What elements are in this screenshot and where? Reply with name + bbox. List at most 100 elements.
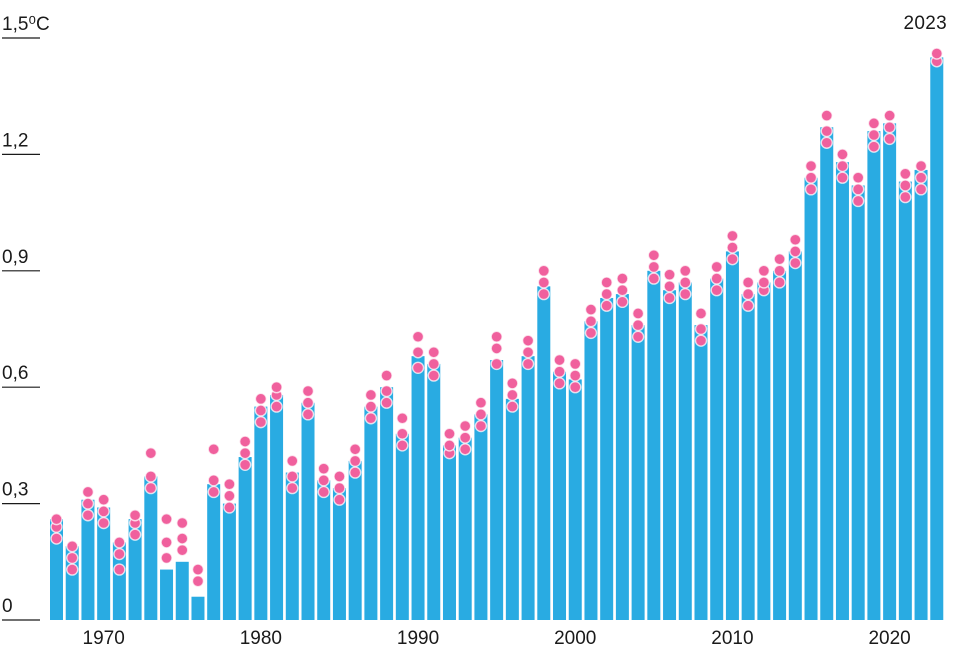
dot-2001-2 [584, 303, 598, 316]
dot-1998-2 [537, 264, 550, 277]
dot-1987-2 [364, 388, 378, 402]
dot-1968-1 [66, 551, 79, 565]
annotation-latest-year: 2023 [903, 13, 947, 34]
dot-2022-2 [914, 159, 928, 173]
dot-2018-2 [851, 171, 865, 184]
dot-2020-2 [883, 109, 896, 122]
dot-2008-2 [694, 307, 708, 320]
bar-1981 [270, 394, 284, 620]
dot-2022-1 [914, 171, 928, 184]
bar-2011 [741, 294, 755, 620]
dot-2022-0 [914, 183, 928, 196]
dot-2009-0 [710, 284, 723, 297]
bar-2010 [725, 251, 739, 620]
bar-1975 [175, 561, 189, 620]
dot-1970-2 [97, 493, 110, 506]
dot-2014-2 [789, 233, 802, 246]
x-tick-label: 2010 [711, 628, 753, 649]
dot-1998-0 [537, 287, 550, 301]
dot-1983-2 [301, 384, 315, 398]
dot-2006-0 [663, 291, 676, 305]
dot-1980-0 [254, 415, 268, 429]
dot-2013-1 [773, 264, 786, 277]
dot-2007-1 [679, 276, 692, 289]
dot-1989-0 [396, 439, 409, 452]
dot-1990-2 [411, 330, 425, 343]
bar-2023 [930, 57, 944, 620]
y-tick-label: 0,6 [2, 363, 28, 384]
dot-1989-1 [396, 427, 409, 440]
dot-2001-1 [584, 315, 598, 328]
bar-1979 [238, 457, 252, 620]
bar-2005 [647, 270, 661, 620]
dot-1982-2 [286, 454, 299, 468]
bar-1996 [505, 398, 519, 620]
bar-1995 [490, 360, 504, 620]
dot-2000-0 [569, 381, 582, 394]
dot-1982-1 [286, 470, 299, 483]
dot-1995-2 [490, 330, 503, 343]
bar-2003 [615, 294, 629, 620]
dot-2013-2 [773, 252, 786, 266]
dot-1972-0 [128, 528, 142, 541]
dot-1999-0 [553, 377, 566, 390]
dot-2006-2 [663, 268, 676, 281]
dot-1967-2 [50, 512, 63, 526]
dot-1971-1 [113, 547, 126, 561]
dot-1986-2 [348, 443, 362, 456]
bar-2015 [804, 177, 818, 620]
dot-1978-2 [223, 478, 236, 491]
dot-1970-0 [97, 516, 110, 530]
y-tick-label: 1,2 [2, 130, 28, 151]
dot-1997-0 [521, 357, 535, 371]
bar-1984 [317, 480, 331, 620]
bar-2013 [773, 270, 787, 620]
dot-1983-1 [301, 396, 315, 409]
dot-1976-0 [191, 575, 205, 588]
bar-2012 [757, 282, 771, 620]
dot-2001-0 [584, 326, 598, 340]
bar-1991 [427, 363, 441, 620]
dot-2003-2 [616, 272, 629, 285]
dot-2015-2 [804, 159, 818, 173]
dot-1983-0 [301, 408, 315, 421]
dot-2004-2 [631, 307, 645, 320]
dot-1991-2 [427, 346, 440, 359]
bar-1986 [348, 460, 362, 620]
dot-1984-2 [317, 462, 330, 475]
bar-1987 [364, 406, 378, 620]
dot-2004-0 [631, 330, 645, 343]
y-tick-label: 0,3 [2, 480, 28, 501]
dot-2008-0 [694, 334, 708, 347]
dot-1992-2 [443, 427, 456, 440]
dot-1987-0 [364, 412, 378, 425]
dot-2016-0 [820, 136, 833, 149]
dot-2002-1 [600, 287, 613, 301]
dot-1969-0 [81, 509, 95, 522]
dot-2009-2 [710, 260, 723, 274]
dot-2012-2 [757, 264, 771, 277]
dot-1986-0 [348, 466, 362, 479]
bar-2004 [631, 325, 645, 620]
bar-1980 [254, 406, 268, 620]
dot-2015-0 [804, 183, 818, 196]
bar-1985 [332, 488, 346, 620]
bar-2001 [584, 321, 598, 620]
bar-2017 [835, 162, 849, 620]
dot-2018-1 [851, 183, 865, 196]
dot-1999-2 [553, 353, 566, 367]
dot-1995-0 [490, 357, 503, 371]
dot-2008-1 [694, 322, 708, 336]
dot-2002-0 [600, 299, 613, 312]
bar-1976 [191, 596, 205, 620]
bar-2009 [710, 278, 724, 620]
dot-1999-1 [553, 365, 566, 378]
dot-2013-0 [773, 276, 786, 289]
bar-1998 [537, 286, 551, 620]
dot-2017-0 [836, 171, 849, 184]
bar-1967 [50, 519, 63, 620]
dot-1969-1 [81, 497, 95, 510]
dot-1981-0 [270, 400, 283, 413]
dot-2012-1 [757, 276, 771, 289]
